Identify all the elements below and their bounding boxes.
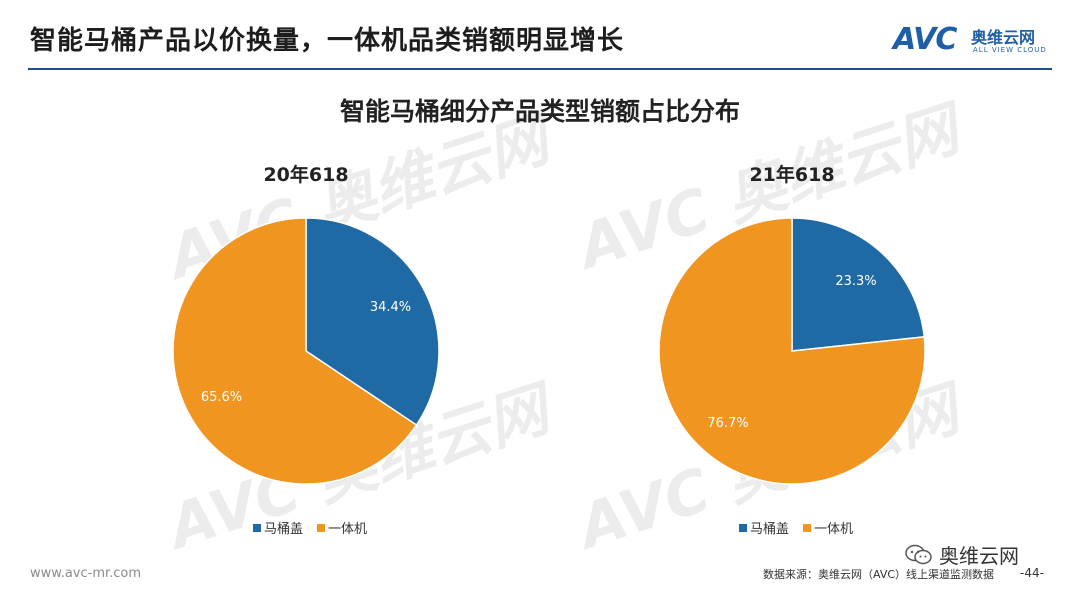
legend-label: 马桶盖 [750, 522, 790, 537]
legend-swatch-blue [739, 523, 747, 532]
wechat-icon [905, 544, 932, 564]
page-number: -44- [1020, 566, 1044, 580]
pie-slice-all-in-one [172, 217, 418, 485]
pie-slice-label: 76.7% [707, 416, 748, 431]
chart-title: 智能马桶细分产品类型销额占比分布 [339, 97, 740, 126]
logo-cn-text: 奥维云网 [971, 28, 1036, 47]
page-title: 智能马桶产品以价换量，一体机品类销额明显增长 [30, 26, 625, 56]
legend-item-all-in-one: 一体机 [317, 518, 367, 537]
logo-en-text: ALL VIEW CLOUD [973, 46, 1047, 54]
pie-slice-label: 23.3% [835, 274, 876, 289]
data-source-note: 数据来源：奥维云网（AVC）线上渠道监测数据 [763, 568, 995, 581]
pie-title-left: 20年618 [263, 164, 349, 186]
legend-item-toilet-lid: 马桶盖 [739, 518, 789, 537]
wechat-badge: 奥维云网 [905, 540, 1019, 569]
pie-slice-toilet-lid [305, 217, 440, 427]
pie-slice-toilet-lid [791, 217, 926, 352]
pie-slice-label: 34.4% [370, 300, 411, 315]
legend-label: 一体机 [814, 522, 854, 537]
legend-left: 马桶盖 一体机 [253, 518, 375, 537]
legend-label: 马桶盖 [264, 522, 304, 537]
pie-title-right: 21年618 [749, 164, 835, 186]
header-divider [28, 68, 1052, 70]
legend-swatch-orange [317, 523, 326, 532]
footer-url: www.avc-mr.com [30, 566, 142, 581]
wechat-label: 奥维云网 [939, 544, 1019, 568]
logo-avc-text: AVC [893, 22, 957, 57]
legend-right: 马桶盖 一体机 [739, 518, 861, 537]
legend-label: 一体机 [328, 522, 368, 537]
legend-item-toilet-lid: 马桶盖 [253, 518, 303, 537]
legend-swatch-blue [253, 523, 261, 532]
legend-item-all-in-one: 一体机 [803, 518, 853, 537]
avc-logo: AVC 奥维云网 ALL VIEW CLOUD [893, 22, 1058, 60]
legend-swatch-orange [803, 523, 812, 532]
pie-slice-all-in-one [658, 217, 926, 485]
pie-slice-label: 65.6% [201, 390, 242, 405]
